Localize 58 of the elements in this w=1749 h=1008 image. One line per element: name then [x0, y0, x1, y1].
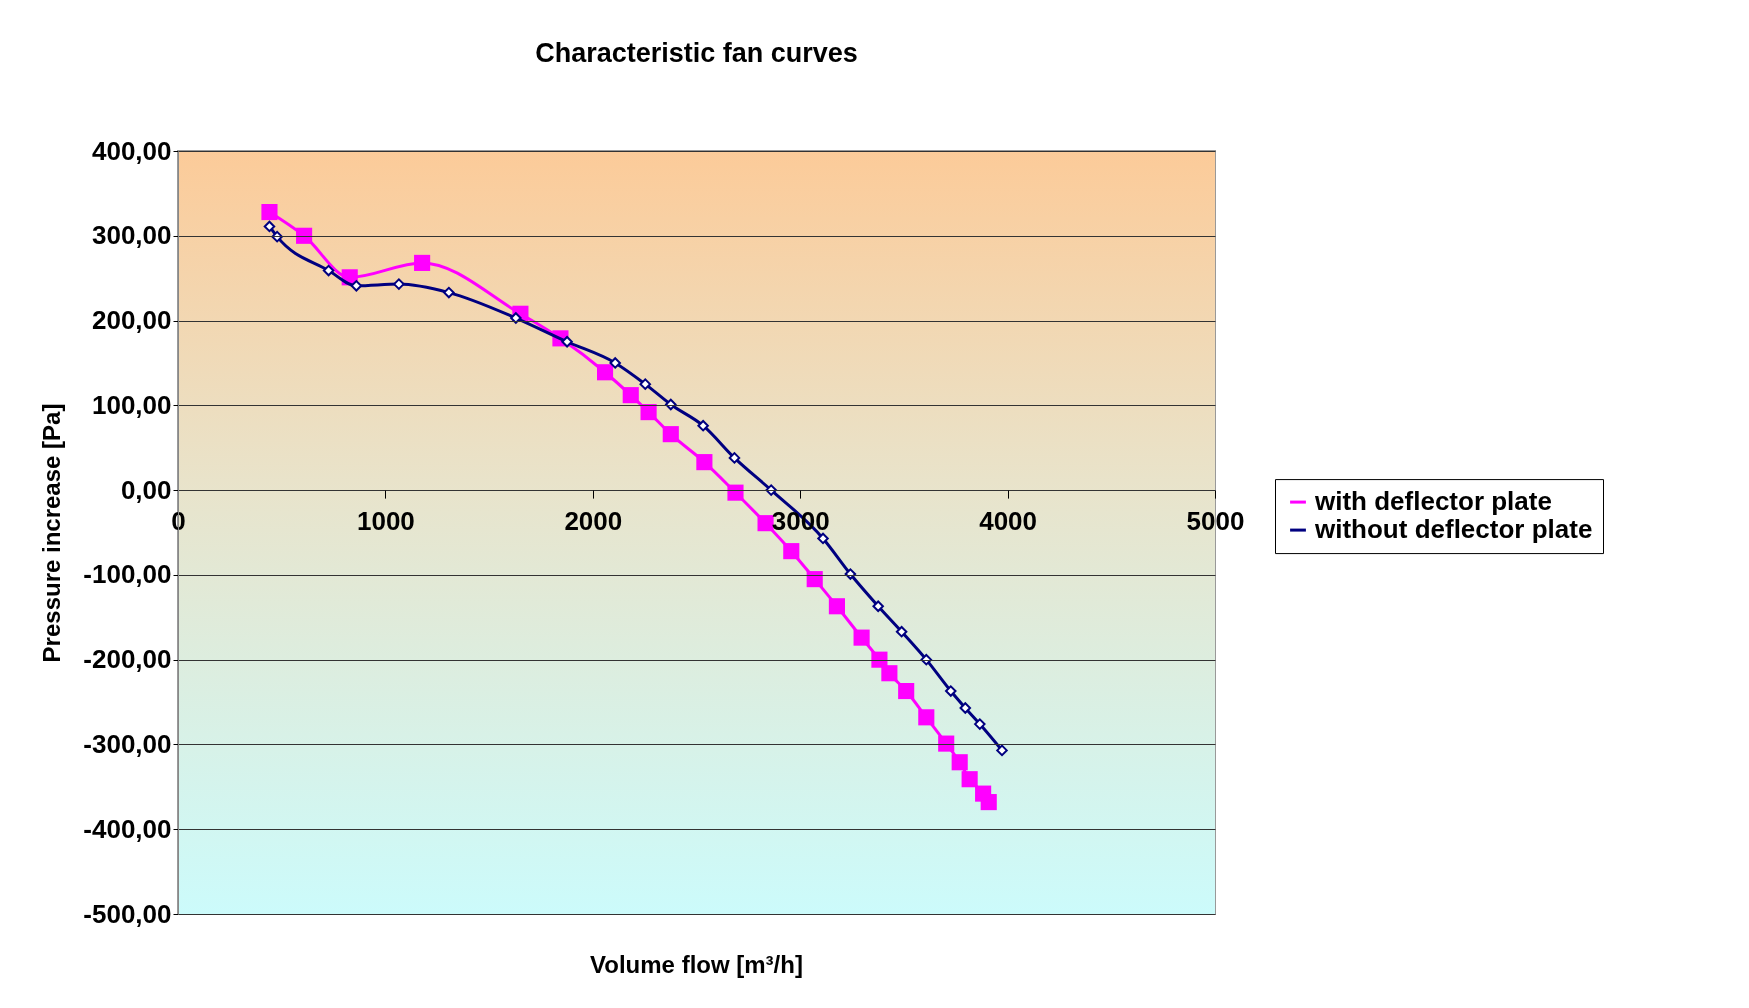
- point: [951, 754, 968, 771]
- point: [697, 419, 709, 432]
- point: [980, 794, 997, 811]
- point: [853, 629, 870, 646]
- legend-label: without deflector plate: [1314, 514, 1593, 545]
- y-tick-label: -100,00: [83, 559, 172, 590]
- y-tick-label: -500,00: [83, 898, 172, 929]
- point: [727, 484, 744, 501]
- point: [961, 771, 978, 788]
- point: [296, 227, 313, 244]
- y-tick-label: 300,00: [91, 220, 172, 251]
- x-tick-label: 0: [171, 505, 186, 536]
- point: [263, 220, 276, 233]
- y-tick-label: 400,00: [91, 135, 172, 166]
- point: [728, 452, 741, 464]
- point: [596, 364, 614, 381]
- point: [640, 404, 657, 421]
- y-tick-label: 100,00: [91, 389, 172, 420]
- x-tick-label: 4000: [979, 505, 1038, 536]
- point: [938, 735, 955, 752]
- point: [443, 286, 455, 299]
- chart-title: Characteristic fan curves: [535, 38, 858, 68]
- y-tick-label: 200,00: [91, 305, 172, 336]
- point: [622, 387, 639, 404]
- y-axis-title: Pressure increase [Pa]: [38, 403, 66, 663]
- point: [996, 744, 1008, 757]
- point: [945, 685, 957, 697]
- x-tick-label: 5000: [1186, 505, 1245, 536]
- point: [959, 702, 972, 714]
- point: [561, 336, 573, 348]
- point: [806, 571, 823, 588]
- point: [414, 254, 431, 271]
- point: [895, 625, 908, 638]
- point: [696, 454, 713, 471]
- x-tick-label: 2000: [564, 505, 623, 536]
- point: [350, 280, 363, 292]
- y-tick-label: -200,00: [83, 644, 172, 675]
- y-tick-label: -300,00: [83, 728, 172, 759]
- point: [609, 357, 621, 369]
- y-tick-label: -400,00: [83, 813, 172, 844]
- point: [639, 378, 652, 390]
- point: [828, 598, 845, 615]
- x-axis-title: Volume flow [m³/h]: [590, 951, 803, 978]
- point: [881, 665, 898, 682]
- point: [783, 543, 800, 560]
- point: [898, 682, 915, 700]
- point: [765, 484, 777, 496]
- point: [261, 203, 278, 221]
- point: [322, 264, 335, 277]
- x-tick-label: 1000: [356, 505, 415, 536]
- y-tick-label: 0,00: [120, 474, 172, 505]
- point: [872, 600, 884, 612]
- point: [974, 718, 986, 730]
- point: [920, 653, 933, 666]
- point: [918, 709, 935, 726]
- point: [393, 278, 405, 290]
- point: [662, 426, 679, 443]
- legend-label: with deflector plate: [1314, 486, 1552, 517]
